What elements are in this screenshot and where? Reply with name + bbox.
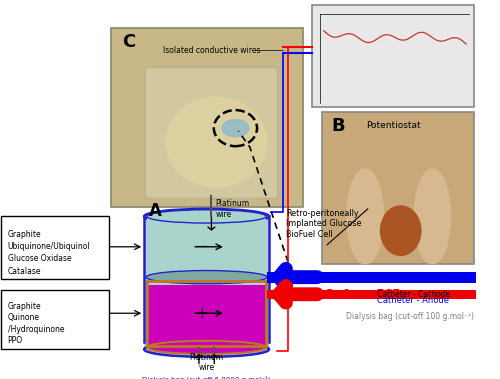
Text: +: +: [196, 306, 208, 321]
Ellipse shape: [144, 209, 269, 224]
Text: Graphite: Graphite: [8, 230, 42, 239]
FancyBboxPatch shape: [110, 28, 302, 207]
Ellipse shape: [414, 169, 451, 264]
Text: Quinone: Quinone: [8, 313, 40, 322]
FancyBboxPatch shape: [147, 216, 266, 277]
FancyBboxPatch shape: [1, 290, 108, 349]
FancyBboxPatch shape: [147, 285, 266, 348]
Ellipse shape: [166, 97, 266, 188]
FancyBboxPatch shape: [267, 290, 476, 299]
Text: Platinum
wire: Platinum wire: [190, 353, 224, 372]
Text: A: A: [149, 202, 162, 221]
Ellipse shape: [144, 342, 269, 357]
Text: Isolated conductive wires: Isolated conductive wires: [162, 46, 260, 55]
Text: Graphite: Graphite: [8, 302, 42, 311]
FancyBboxPatch shape: [312, 5, 474, 107]
Ellipse shape: [147, 210, 266, 223]
Text: /Hydroquinone: /Hydroquinone: [8, 325, 64, 334]
Text: Catheter - Anode: Catheter - Anode: [377, 296, 449, 305]
Ellipse shape: [347, 169, 384, 264]
Text: Dialysis bag (cut-off 6-8000 g.mol⁻¹): Dialysis bag (cut-off 6-8000 g.mol⁻¹): [142, 376, 271, 379]
Text: −: −: [196, 239, 208, 254]
Text: PPO: PPO: [8, 336, 23, 345]
Text: Catalase: Catalase: [8, 267, 41, 276]
Text: B: B: [332, 117, 345, 135]
Text: Catheter - Cathode: Catheter - Cathode: [376, 290, 450, 299]
Ellipse shape: [147, 341, 266, 354]
FancyBboxPatch shape: [322, 112, 474, 264]
Text: Glucose Oxidase: Glucose Oxidase: [8, 254, 72, 263]
Ellipse shape: [380, 206, 421, 255]
Text: Platinum
wire: Platinum wire: [216, 199, 250, 219]
FancyBboxPatch shape: [144, 216, 269, 349]
FancyBboxPatch shape: [145, 67, 278, 198]
Text: Retro-peritoneally
Implanted Glucose
BioFuel Cell: Retro-peritoneally Implanted Glucose Bio…: [286, 209, 362, 239]
Ellipse shape: [146, 271, 267, 284]
Text: Dialysis bag (cut-off 100 g.mol⁻¹): Dialysis bag (cut-off 100 g.mol⁻¹): [346, 312, 474, 321]
Text: Ubiquinone/Ubiquinol: Ubiquinone/Ubiquinol: [8, 242, 90, 251]
Ellipse shape: [222, 120, 249, 137]
FancyBboxPatch shape: [267, 273, 476, 283]
Text: O₂ from ECF: O₂ from ECF: [325, 289, 400, 299]
Text: C: C: [122, 33, 136, 52]
Text: Potentiostat: Potentiostat: [366, 121, 420, 130]
FancyBboxPatch shape: [1, 216, 108, 279]
Text: Glucose from ECF: Glucose from ECF: [325, 272, 434, 282]
